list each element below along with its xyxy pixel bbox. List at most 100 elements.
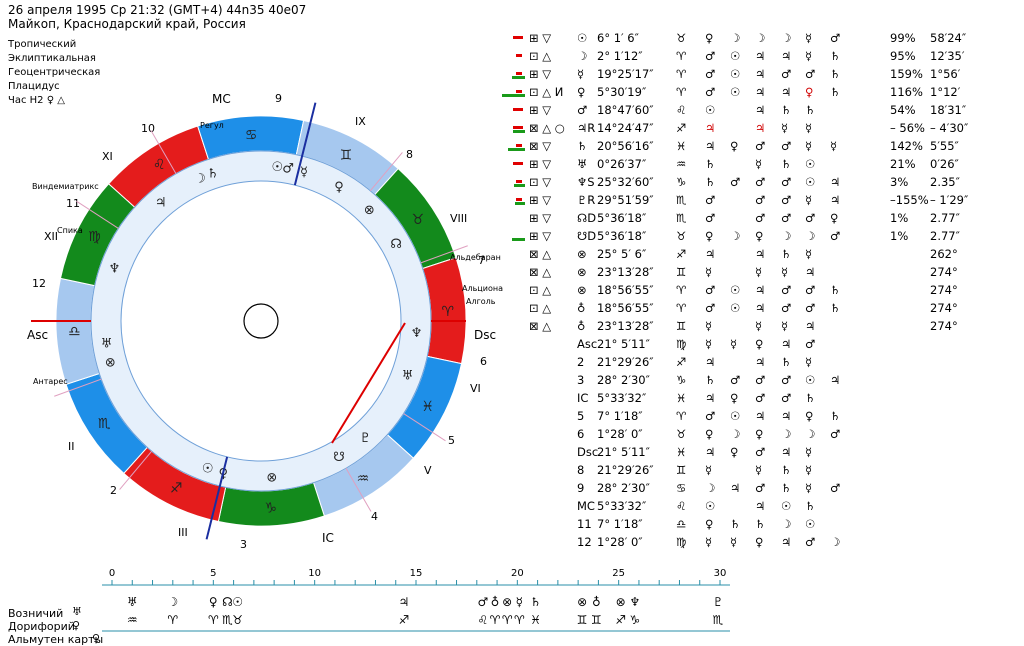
- sign-glyph-11: ♍: [88, 229, 101, 245]
- row-ruler-3: ☽: [781, 229, 792, 243]
- scale-planet-2: ♀: [209, 595, 218, 609]
- row-sign: ♊: [676, 265, 687, 279]
- aspect-marks: ⊠ △: [529, 265, 552, 279]
- row-label: 6: [577, 427, 585, 441]
- house-number-15: 12: [32, 277, 46, 290]
- row-ruler-3: ♃: [781, 49, 792, 63]
- house-number-2: 8: [406, 148, 413, 161]
- row-ruler-0: ☿: [705, 337, 713, 351]
- row-ruler-3: ♂: [781, 193, 792, 207]
- row-ruler-4: ☿: [805, 445, 813, 459]
- aspect-marks: ⊞ ▽: [529, 103, 552, 117]
- house-number-18: XI: [102, 150, 113, 163]
- row-ruler-3: ♄: [781, 103, 792, 117]
- row-ruler-5: ♃: [830, 175, 841, 189]
- sign-glyph-6: ♒: [357, 471, 370, 487]
- row-ruler-0: ♃: [705, 247, 716, 261]
- mc-line: [293, 102, 317, 186]
- setting-center: Геоцентрическая: [8, 67, 101, 78]
- row-ruler-0: ☿: [705, 265, 713, 279]
- star-3: Альдебаран: [450, 253, 501, 262]
- row-ruler-2: ♂: [755, 373, 766, 387]
- row-position: 5°36′18″: [597, 229, 647, 243]
- sign-glyph-4: ♈: [441, 304, 454, 320]
- cusp-line-4: [403, 413, 446, 442]
- row-sign: ♊: [676, 463, 687, 477]
- row-ruler-5: ♄: [830, 49, 841, 63]
- row-ruler-3: ♄: [781, 157, 792, 171]
- row-ruler-1: ♃: [730, 481, 741, 495]
- house-number-6: VI: [470, 382, 481, 395]
- degree-scale: 0 5 10 15 20 25 30♅ ☽ ♀ ☊ ☉ ♃ ♂ ♁ ⊗ ☿ ♄ ⊗ ♁ ⊗ ♆ ♇♒ ♈ ♈ ♏ ♉ ♐ ♌ ♈ ♈ ♈ ♓ ♊…: [102, 568, 730, 632]
- row-ruler-2: ♃: [755, 499, 766, 513]
- wheel-planet-5: ♄: [207, 167, 219, 182]
- row-label: 11: [577, 517, 592, 531]
- scale-planet-13: ⊗: [616, 595, 626, 609]
- row-ruler-2: ♂: [755, 175, 766, 189]
- axis-label-ic: IC: [322, 531, 334, 545]
- scale-planet-8: ⊗: [502, 595, 512, 609]
- scale-sign-2: ♈: [208, 613, 219, 627]
- row-label: ⊗: [577, 265, 587, 279]
- row-ruler-5: ☿: [830, 139, 838, 153]
- row-ruler-1: ☽: [730, 427, 741, 441]
- row-label: 9: [577, 481, 585, 495]
- row-percent: –155%: [890, 193, 929, 207]
- scale-sign-0: ♒: [127, 613, 138, 627]
- row-label: ♄: [577, 139, 588, 153]
- row-ruler-0: ♂: [705, 409, 716, 423]
- row-percent: 142%: [890, 139, 923, 153]
- row-ruler-4: ♂: [805, 211, 816, 225]
- table-row: ⊞ ▽ ♇R 29°51′59″ ♏ ♂ ♂ ♂ ☿ ♃ –155% – 1′29″: [505, 193, 995, 211]
- table-row: 12 1°28′ 0″ ♍ ☿ ☿ ♀ ♃ ♂ ☽: [505, 535, 995, 553]
- strength-bar: [512, 130, 525, 133]
- scale-tick-label: 10: [308, 568, 321, 579]
- row-label: IC: [577, 391, 589, 405]
- row-ruler-5: ♂: [830, 31, 841, 45]
- row-ruler-4: ☉: [805, 175, 816, 189]
- row-sign: ♍: [676, 337, 687, 351]
- aspect-marks: ⊡ △: [529, 49, 552, 63]
- scale-planet-6: ♂: [477, 595, 488, 609]
- row-ruler-1: ☽: [730, 229, 741, 243]
- row-ruler-2: ♃: [755, 103, 766, 117]
- wheel-planet-2: ☿: [300, 165, 308, 180]
- row-ruler-2: ☿: [755, 463, 763, 477]
- setting-house-system: Плацидус: [8, 81, 60, 92]
- row-percent: 54%: [890, 103, 916, 117]
- scale-sign-15: ♏: [713, 613, 724, 627]
- sign-glyph-0: ♌: [153, 157, 166, 173]
- almuten-glyph: ♀: [92, 632, 101, 645]
- aspect-marks: ⊠ △: [529, 319, 552, 333]
- house-number-4: 7: [478, 254, 485, 267]
- row-ruler-3: ♄: [781, 247, 792, 261]
- row-ruler-2: ♀: [755, 535, 764, 549]
- row-value: 2.77″: [930, 229, 960, 243]
- scale-planet-15: ♇: [713, 595, 724, 609]
- debility-bar: [516, 72, 522, 75]
- scale-planet-12: ♁: [592, 595, 601, 609]
- row-ruler-2: ☿: [755, 319, 763, 333]
- row-ruler-3: ♂: [781, 391, 792, 405]
- row-label: 2: [577, 355, 585, 369]
- scale-sign-11: ♊: [577, 613, 588, 627]
- row-label: MC: [577, 499, 595, 513]
- row-ruler-0: ♂: [705, 67, 716, 81]
- sign-glyph-7: ♑: [265, 501, 278, 517]
- row-position: 21°29′26″: [597, 355, 654, 369]
- row-ruler-3: ☿: [781, 121, 789, 135]
- row-label: ♅: [577, 157, 588, 171]
- cusp-line-5: [345, 467, 372, 512]
- row-sign: ♈: [676, 49, 687, 63]
- row-ruler-1: ☉: [730, 283, 741, 297]
- row-position: 21° 5′11″: [597, 337, 650, 351]
- sign-glyph-9: ♏: [98, 416, 111, 432]
- row-label: 3: [577, 373, 585, 387]
- star-5: Алголь: [466, 297, 496, 306]
- row-ruler-4: ☽: [805, 427, 816, 441]
- scale-sign-10: ♓: [530, 613, 541, 627]
- row-ruler-2: ♃: [755, 283, 766, 297]
- almuten-label: Альмутен карты: [8, 633, 104, 646]
- row-ruler-4: ☿: [805, 49, 813, 63]
- row-position: 29°51′59″: [597, 193, 654, 207]
